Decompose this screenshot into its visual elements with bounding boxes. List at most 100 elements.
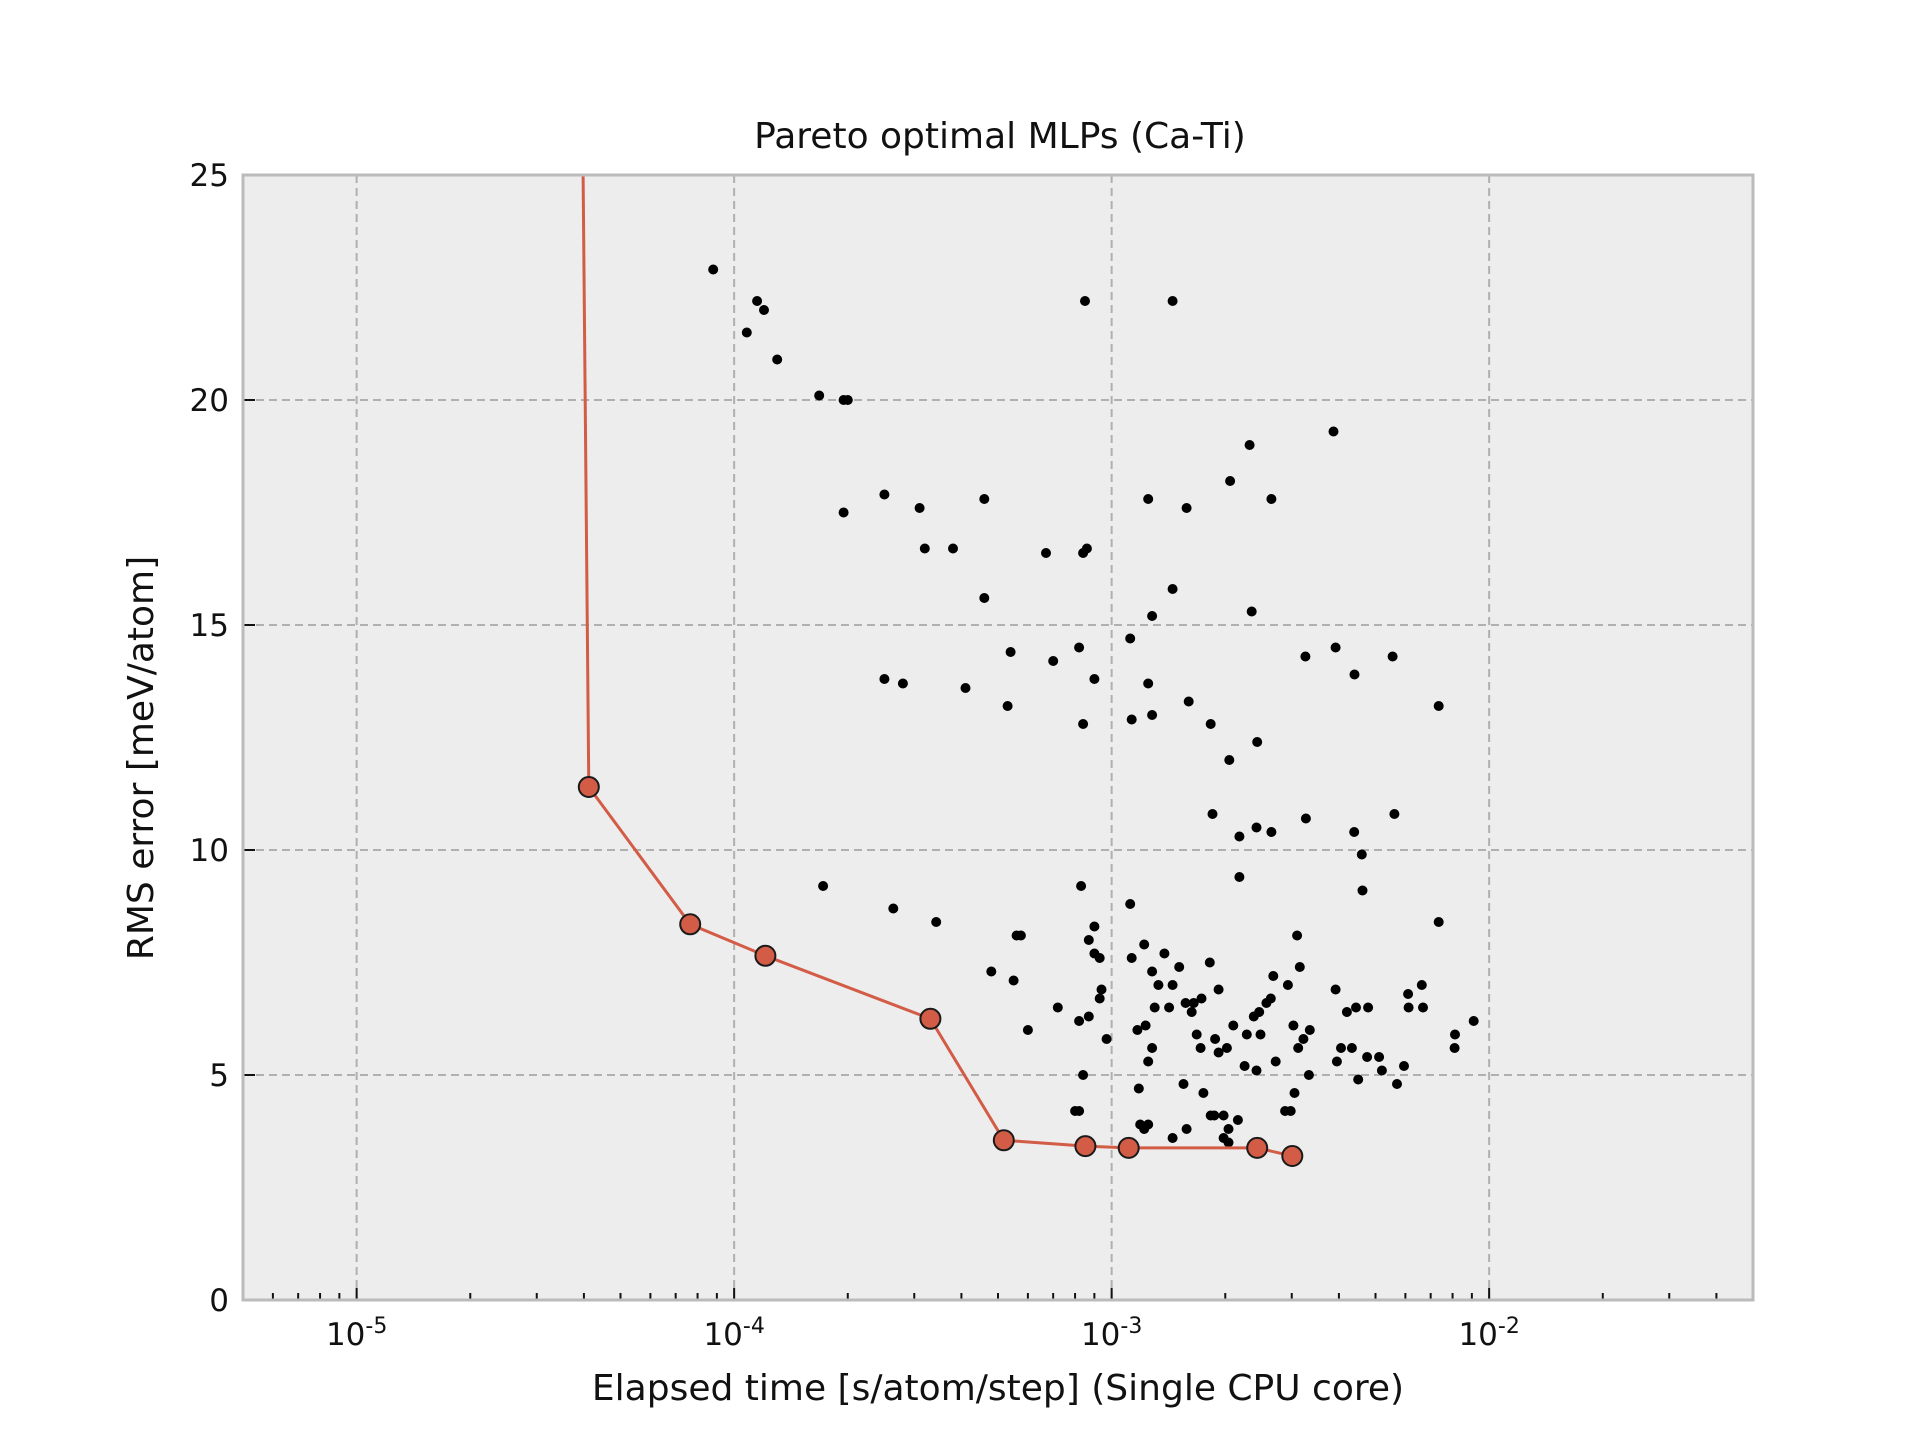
data-point bbox=[1022, 1025, 1033, 1035]
data-point bbox=[1303, 1070, 1314, 1080]
data-point bbox=[1300, 813, 1311, 824]
data-point bbox=[1433, 917, 1444, 927]
data-point bbox=[1089, 674, 1100, 684]
data-point bbox=[1101, 1034, 1112, 1044]
data-point bbox=[1126, 953, 1137, 963]
data-point bbox=[1349, 827, 1360, 837]
y-tick-label: 15 bbox=[190, 608, 229, 644]
data-point bbox=[1251, 822, 1262, 833]
data-point bbox=[1133, 1083, 1144, 1094]
x-axis-title: Elapsed time [s/atom/step] (Single CPU c… bbox=[592, 1368, 1404, 1409]
data-point bbox=[1362, 1052, 1373, 1062]
data-point bbox=[1081, 543, 1092, 554]
data-point bbox=[1139, 939, 1150, 950]
data-point bbox=[1351, 1002, 1361, 1013]
data-point bbox=[1330, 642, 1341, 653]
pareto-marker bbox=[992, 1129, 1015, 1152]
data-point bbox=[919, 543, 930, 554]
data-point bbox=[1304, 1025, 1315, 1035]
data-point bbox=[814, 390, 825, 401]
data-point bbox=[1052, 1002, 1063, 1013]
data-point bbox=[759, 305, 769, 315]
data-point bbox=[1341, 1007, 1352, 1017]
tick-labels: 0 5 10 15 20 25 10-5 10-4 10-3 10-2 bbox=[190, 158, 1520, 1353]
data-point bbox=[879, 489, 890, 500]
data-point bbox=[1251, 1065, 1262, 1076]
data-point bbox=[1167, 980, 1178, 990]
x-tick-label: 10-3 bbox=[1081, 1314, 1142, 1353]
data-point bbox=[1213, 984, 1224, 995]
y-tick-label: 25 bbox=[190, 158, 229, 194]
data-point bbox=[1147, 1043, 1158, 1053]
data-point bbox=[1125, 633, 1136, 644]
data-point bbox=[960, 683, 971, 693]
data-point bbox=[1224, 755, 1235, 765]
data-point bbox=[1195, 1043, 1206, 1053]
data-point bbox=[1094, 993, 1105, 1004]
y-axis-title: RMS error [meV/atom] bbox=[121, 556, 162, 960]
data-point bbox=[1159, 948, 1170, 959]
data-point bbox=[1181, 1124, 1192, 1134]
data-point bbox=[1363, 1002, 1374, 1013]
data-point bbox=[1196, 993, 1207, 1004]
data-point bbox=[979, 593, 990, 603]
pareto-marker bbox=[1246, 1136, 1269, 1159]
data-point bbox=[1210, 1034, 1221, 1044]
pareto-line bbox=[581, 174, 1293, 1158]
data-point bbox=[1266, 494, 1277, 504]
data-point bbox=[1178, 1079, 1189, 1089]
data-point bbox=[1252, 737, 1263, 747]
data-point bbox=[1207, 809, 1218, 819]
data-point bbox=[752, 296, 763, 306]
data-point bbox=[1392, 1079, 1402, 1089]
data-point bbox=[1143, 1056, 1154, 1067]
data-point bbox=[838, 507, 849, 518]
data-point bbox=[1270, 1056, 1281, 1067]
data-point bbox=[1336, 1043, 1346, 1053]
data-point bbox=[1255, 1029, 1266, 1040]
data-point bbox=[1223, 1124, 1234, 1134]
data-point bbox=[1282, 980, 1293, 990]
data-point bbox=[948, 543, 958, 554]
data-point bbox=[1346, 1043, 1357, 1053]
y-tick-label: 5 bbox=[209, 1058, 229, 1094]
data-point bbox=[1205, 719, 1216, 729]
data-point bbox=[1005, 647, 1016, 657]
data-point bbox=[1143, 1119, 1154, 1130]
data-point bbox=[1218, 1110, 1229, 1121]
data-point bbox=[1433, 701, 1444, 711]
data-point bbox=[1008, 975, 1019, 986]
data-point bbox=[1191, 1029, 1202, 1040]
data-point bbox=[1387, 651, 1398, 662]
data-point bbox=[1293, 1043, 1304, 1053]
data-point bbox=[1450, 1029, 1460, 1040]
data-point bbox=[1132, 1025, 1143, 1035]
data-point bbox=[1080, 296, 1090, 306]
data-point bbox=[1244, 440, 1255, 450]
data-point bbox=[1300, 651, 1311, 662]
data-point bbox=[1416, 980, 1427, 990]
data-point bbox=[1002, 701, 1013, 711]
plot-frame bbox=[241, 173, 1755, 1302]
data-point bbox=[1328, 426, 1339, 437]
data-point bbox=[772, 354, 783, 365]
data-point bbox=[1232, 1115, 1243, 1125]
data-point bbox=[1181, 503, 1192, 513]
data-point bbox=[1357, 885, 1368, 896]
data-point bbox=[914, 503, 925, 513]
data-point bbox=[1389, 809, 1400, 819]
data-point bbox=[1074, 1106, 1085, 1116]
data-point bbox=[1153, 980, 1164, 990]
data-point bbox=[1147, 611, 1158, 621]
data-point bbox=[1147, 966, 1158, 977]
y-tick-label: 10 bbox=[190, 833, 229, 869]
data-point bbox=[1403, 989, 1414, 999]
data-point bbox=[1183, 696, 1194, 707]
data-point bbox=[1143, 678, 1154, 689]
data-point bbox=[979, 494, 990, 504]
data-point bbox=[1418, 1002, 1428, 1013]
pareto-marker bbox=[1281, 1145, 1304, 1167]
data-point bbox=[1268, 971, 1279, 981]
data-point bbox=[1449, 1043, 1460, 1053]
